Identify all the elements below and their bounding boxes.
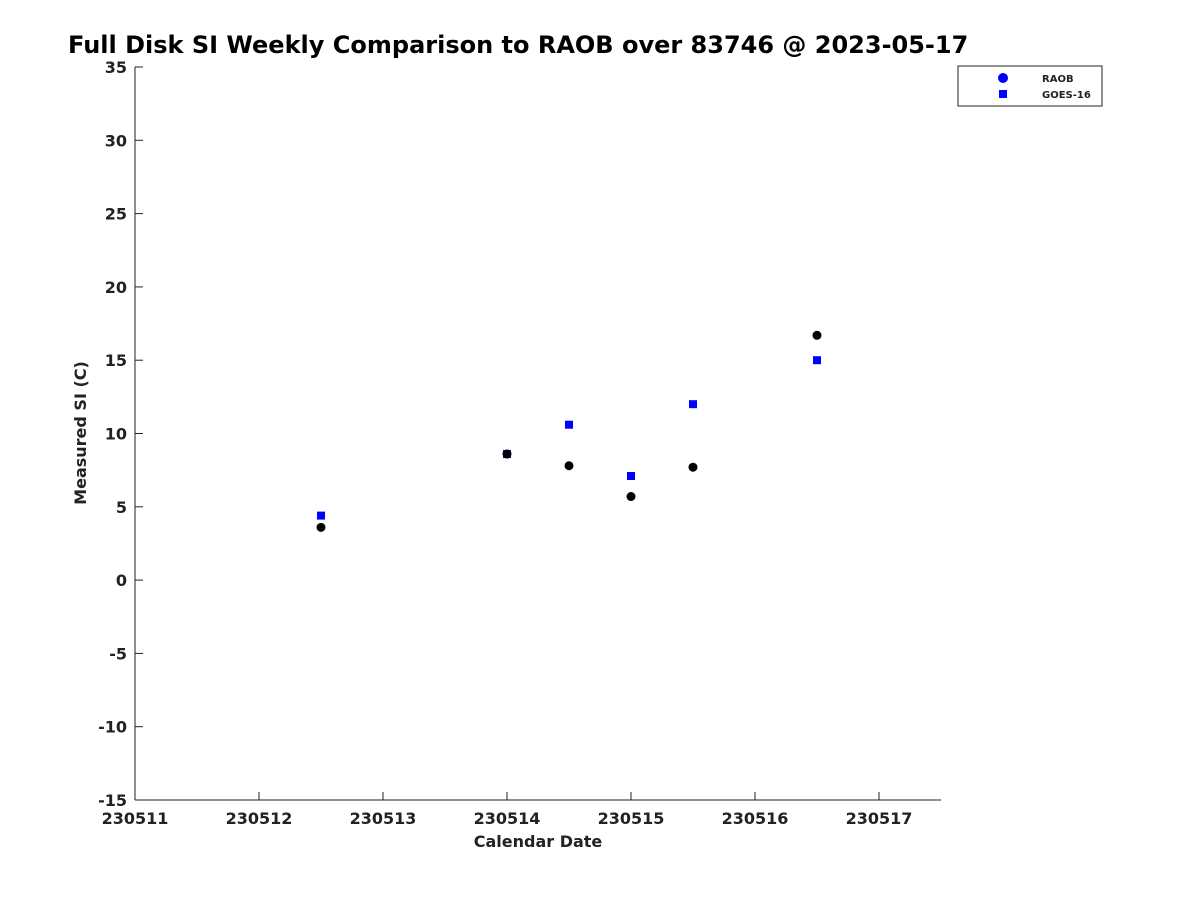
y-tick-label: 20 bbox=[105, 278, 127, 297]
point-raob bbox=[316, 522, 326, 532]
y-tick-label: 10 bbox=[105, 425, 127, 444]
y-ticks: -15 -10 -5 0 5 10 15 20 25 30 35 bbox=[98, 58, 143, 810]
point-goes-16 bbox=[813, 356, 821, 365]
x-tick-label: 230511 bbox=[102, 809, 169, 828]
legend-marker-raob bbox=[998, 73, 1008, 83]
y-axis-label: Measured SI (C) bbox=[71, 361, 90, 505]
point-raob bbox=[812, 330, 822, 340]
legend: RAOB GOES-16 bbox=[957, 65, 1103, 107]
data-points bbox=[316, 330, 822, 532]
legend-marker-goes-16 bbox=[999, 90, 1007, 98]
chart-title: Full Disk SI Weekly Comparison to RAOB o… bbox=[68, 31, 968, 59]
point-raob bbox=[688, 462, 698, 472]
y-tick-label: 30 bbox=[105, 131, 127, 150]
x-axis-label: Calendar Date bbox=[474, 832, 603, 851]
x-tick-label: 230517 bbox=[846, 809, 913, 828]
x-tick-label: 230512 bbox=[226, 809, 293, 828]
y-tick-label: -15 bbox=[98, 791, 127, 810]
point-raob bbox=[502, 449, 512, 459]
point-goes-16 bbox=[689, 400, 697, 409]
y-tick-label: 25 bbox=[105, 205, 127, 224]
y-tick-label: 0 bbox=[116, 571, 127, 590]
y-tick-label: 5 bbox=[116, 498, 127, 517]
legend-label-goes-16: GOES-16 bbox=[1042, 90, 1091, 101]
point-raob bbox=[626, 492, 636, 502]
point-goes-16 bbox=[565, 420, 573, 429]
y-tick-label: 15 bbox=[105, 351, 127, 370]
x-ticks: 230511 230512 230513 230514 230515 230516 2305… bbox=[102, 792, 913, 828]
y-tick-label: -10 bbox=[98, 718, 127, 737]
x-tick-label: 230514 bbox=[474, 809, 541, 828]
point-goes-16 bbox=[627, 472, 635, 481]
point-raob bbox=[564, 461, 574, 471]
y-tick-label: -5 bbox=[109, 644, 127, 663]
x-tick-label: 230516 bbox=[722, 809, 789, 828]
point-goes-16 bbox=[317, 511, 325, 520]
x-tick-label: 230513 bbox=[350, 809, 417, 828]
legend-box bbox=[957, 65, 1103, 107]
legend-label-raob: RAOB bbox=[1042, 74, 1074, 85]
legend-items: RAOB GOES-16 bbox=[998, 73, 1091, 101]
x-tick-label: 230515 bbox=[598, 809, 665, 828]
y-tick-label: 35 bbox=[105, 58, 127, 77]
